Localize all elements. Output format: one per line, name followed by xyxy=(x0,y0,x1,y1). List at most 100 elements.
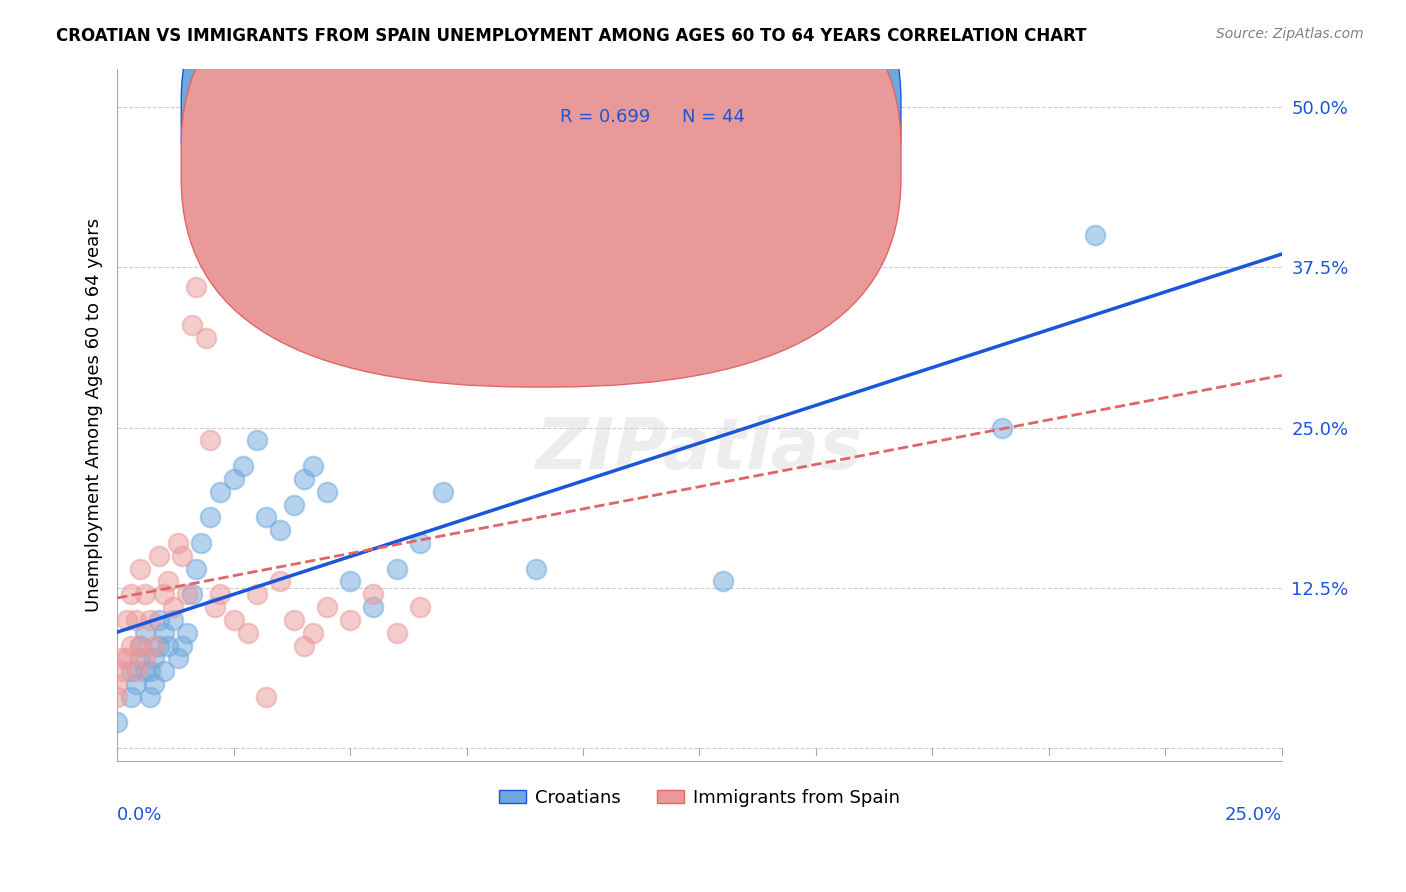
Point xyxy=(125,664,148,678)
Point xyxy=(222,613,245,627)
Point xyxy=(204,600,226,615)
Point xyxy=(134,651,156,665)
Point xyxy=(120,639,142,653)
Point xyxy=(301,625,323,640)
Point xyxy=(194,331,217,345)
Point xyxy=(120,664,142,678)
Point xyxy=(339,613,361,627)
FancyBboxPatch shape xyxy=(181,0,901,342)
Point xyxy=(148,639,170,653)
Point xyxy=(105,715,128,730)
Point xyxy=(139,613,162,627)
FancyBboxPatch shape xyxy=(508,72,804,200)
Point xyxy=(292,472,315,486)
Point xyxy=(172,549,194,563)
Point xyxy=(232,458,254,473)
Point xyxy=(283,498,305,512)
Point xyxy=(180,318,202,332)
Point xyxy=(115,651,138,665)
Point xyxy=(246,587,269,601)
Point xyxy=(269,574,291,589)
Point xyxy=(254,510,277,524)
Point xyxy=(315,600,337,615)
Point xyxy=(172,639,194,653)
Text: R = 0.185: R = 0.185 xyxy=(560,153,650,171)
Point xyxy=(1084,228,1107,243)
Point xyxy=(148,613,170,627)
Text: R = 0.699: R = 0.699 xyxy=(560,108,650,126)
Point xyxy=(991,420,1014,434)
Text: ZIPatlas: ZIPatlas xyxy=(536,415,863,483)
Point xyxy=(111,651,134,665)
Point xyxy=(105,677,128,691)
Point xyxy=(526,561,548,575)
Point xyxy=(166,536,188,550)
Point xyxy=(152,587,174,601)
Point xyxy=(143,677,166,691)
Point xyxy=(363,600,385,615)
Point xyxy=(148,549,170,563)
Text: Source: ZipAtlas.com: Source: ZipAtlas.com xyxy=(1216,27,1364,41)
Point xyxy=(208,484,231,499)
Point xyxy=(236,625,259,640)
Point xyxy=(143,639,166,653)
Point xyxy=(176,587,198,601)
Point xyxy=(432,484,454,499)
Point xyxy=(176,625,198,640)
Point xyxy=(152,625,174,640)
Point xyxy=(246,434,269,448)
FancyBboxPatch shape xyxy=(181,0,901,387)
Text: 0.0%: 0.0% xyxy=(117,805,163,824)
Text: N = 44: N = 44 xyxy=(682,153,745,171)
Y-axis label: Unemployment Among Ages 60 to 64 years: Unemployment Among Ages 60 to 64 years xyxy=(86,218,103,612)
Point xyxy=(200,510,222,524)
Point xyxy=(208,587,231,601)
Point xyxy=(283,613,305,627)
Point xyxy=(129,639,152,653)
Point xyxy=(190,536,212,550)
Point xyxy=(186,279,208,293)
Point xyxy=(269,523,291,537)
Point xyxy=(385,561,408,575)
Point xyxy=(139,664,162,678)
Point xyxy=(339,574,361,589)
Point xyxy=(129,651,152,665)
Point xyxy=(111,664,134,678)
Text: 25.0%: 25.0% xyxy=(1225,805,1282,824)
Point xyxy=(115,613,138,627)
Point xyxy=(254,690,277,704)
Point xyxy=(292,639,315,653)
Point xyxy=(363,587,385,601)
Point xyxy=(125,677,148,691)
Point xyxy=(301,458,323,473)
Point xyxy=(222,472,245,486)
Legend: Croatians, Immigrants from Spain: Croatians, Immigrants from Spain xyxy=(492,781,907,814)
Point xyxy=(200,434,222,448)
Point xyxy=(409,600,432,615)
Point xyxy=(129,639,152,653)
Point xyxy=(166,651,188,665)
Point xyxy=(315,484,337,499)
Text: N = 44: N = 44 xyxy=(682,108,745,126)
Point xyxy=(134,625,156,640)
Point xyxy=(105,690,128,704)
Point xyxy=(143,651,166,665)
Point xyxy=(120,690,142,704)
Point xyxy=(409,536,432,550)
Point xyxy=(134,664,156,678)
Point xyxy=(385,625,408,640)
Point xyxy=(125,613,148,627)
Point xyxy=(157,574,180,589)
Point xyxy=(711,574,734,589)
Point xyxy=(186,561,208,575)
Point xyxy=(190,202,212,217)
Point xyxy=(139,690,162,704)
Point xyxy=(180,587,202,601)
Point xyxy=(120,587,142,601)
Point xyxy=(129,561,152,575)
Text: CROATIAN VS IMMIGRANTS FROM SPAIN UNEMPLOYMENT AMONG AGES 60 TO 64 YEARS CORRELA: CROATIAN VS IMMIGRANTS FROM SPAIN UNEMPL… xyxy=(56,27,1087,45)
Point xyxy=(157,639,180,653)
Point xyxy=(152,664,174,678)
Point xyxy=(162,600,184,615)
Point xyxy=(432,343,454,358)
